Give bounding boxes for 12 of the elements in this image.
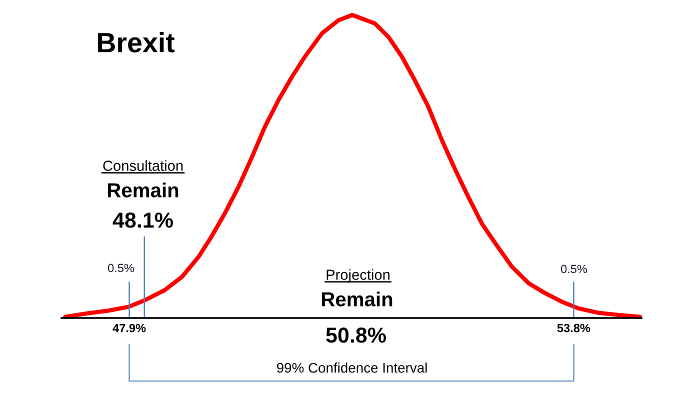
chart-title: Brexit: [98, 32, 175, 52]
x-tick-label: 53.8%: [557, 324, 590, 332]
text: 99% Confidence Interval: [276, 362, 427, 373]
annotation: Remain: [322, 292, 392, 306]
x-tick-label: 47.9%: [112, 324, 146, 332]
annotation: 0.5%: [561, 264, 588, 274]
annotation: 0.5%: [108, 264, 134, 272]
annotation: 48.1%: [112, 212, 173, 228]
text: 50.8%: [326, 328, 386, 343]
annotation: Remain: [108, 182, 178, 198]
annotation: Projection: [326, 269, 390, 283]
annotation: Consultation: [103, 160, 183, 171]
